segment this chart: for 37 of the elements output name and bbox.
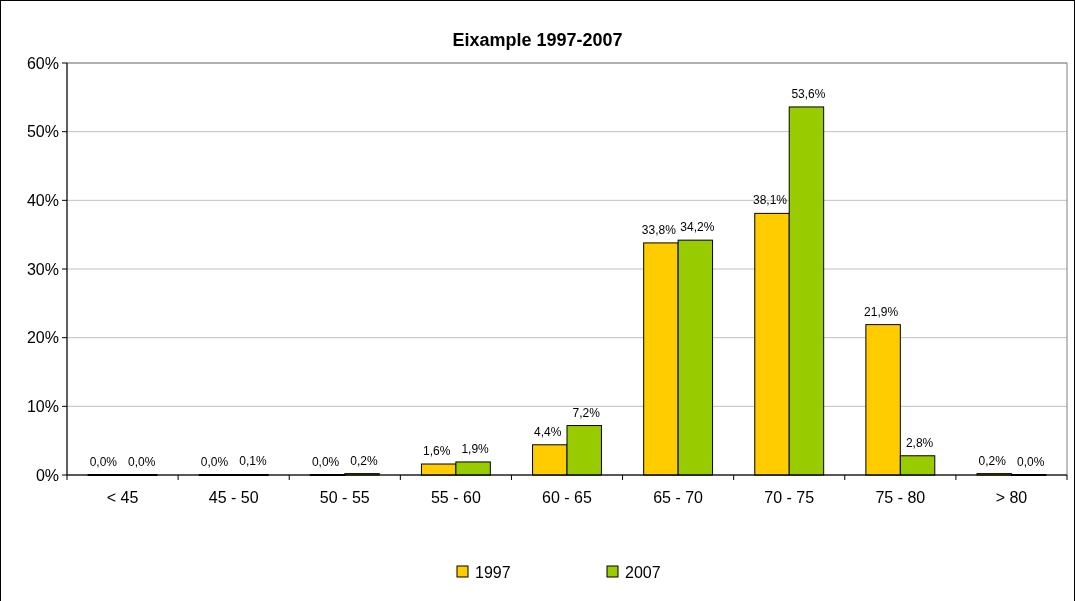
x-tick-label: 75 - 80 bbox=[875, 489, 926, 506]
y-tick-label: 60% bbox=[26, 54, 59, 72]
legend-label: 1997 bbox=[475, 563, 511, 581]
data-label: 34,2% bbox=[680, 220, 715, 235]
y-tick-label: 20% bbox=[26, 329, 59, 347]
chart-title: Eixample 1997-2007 bbox=[452, 30, 623, 50]
x-tick-label: < 45 bbox=[106, 489, 139, 506]
data-label: 1,9% bbox=[461, 441, 490, 456]
x-tick-label: 50 - 55 bbox=[319, 489, 370, 506]
data-label: 0,0% bbox=[1016, 455, 1045, 469]
data-label: 21,9% bbox=[864, 304, 899, 319]
data-label: 7,2% bbox=[572, 405, 601, 420]
data-label: 2,8% bbox=[905, 435, 934, 450]
data-label: 38,1% bbox=[752, 193, 788, 208]
data-label: 0,2% bbox=[978, 453, 1007, 468]
data-label: 53,6% bbox=[791, 86, 826, 101]
x-tick-label: 60 - 65 bbox=[542, 489, 593, 506]
data-label: 0,0% bbox=[311, 455, 340, 469]
data-label: 4,4% bbox=[534, 424, 562, 439]
x-tick-label: 45 - 50 bbox=[208, 489, 259, 506]
data-label: 0,2% bbox=[350, 453, 378, 468]
legend-label: 2007 bbox=[625, 563, 661, 581]
x-tick-label: 70 - 75 bbox=[764, 489, 815, 506]
data-label: 33,8% bbox=[641, 222, 677, 237]
data-label: 1,6% bbox=[422, 444, 451, 459]
data-label: 0,0% bbox=[128, 455, 156, 469]
data-label: 0,0% bbox=[200, 455, 229, 469]
y-tick-label: 50% bbox=[26, 123, 59, 141]
x-tick-label: > 80 bbox=[995, 489, 1028, 506]
data-label: 0,0% bbox=[89, 455, 118, 469]
x-tick-label: 65 - 70 bbox=[653, 489, 704, 506]
y-tick-label: 10% bbox=[26, 397, 59, 415]
x-tick-label: 55 - 60 bbox=[430, 489, 481, 506]
data-label: 0,1% bbox=[239, 454, 267, 469]
y-tick-label: 0% bbox=[35, 466, 59, 484]
y-tick-label: 40% bbox=[26, 191, 59, 209]
y-tick-label: 30% bbox=[26, 260, 59, 278]
